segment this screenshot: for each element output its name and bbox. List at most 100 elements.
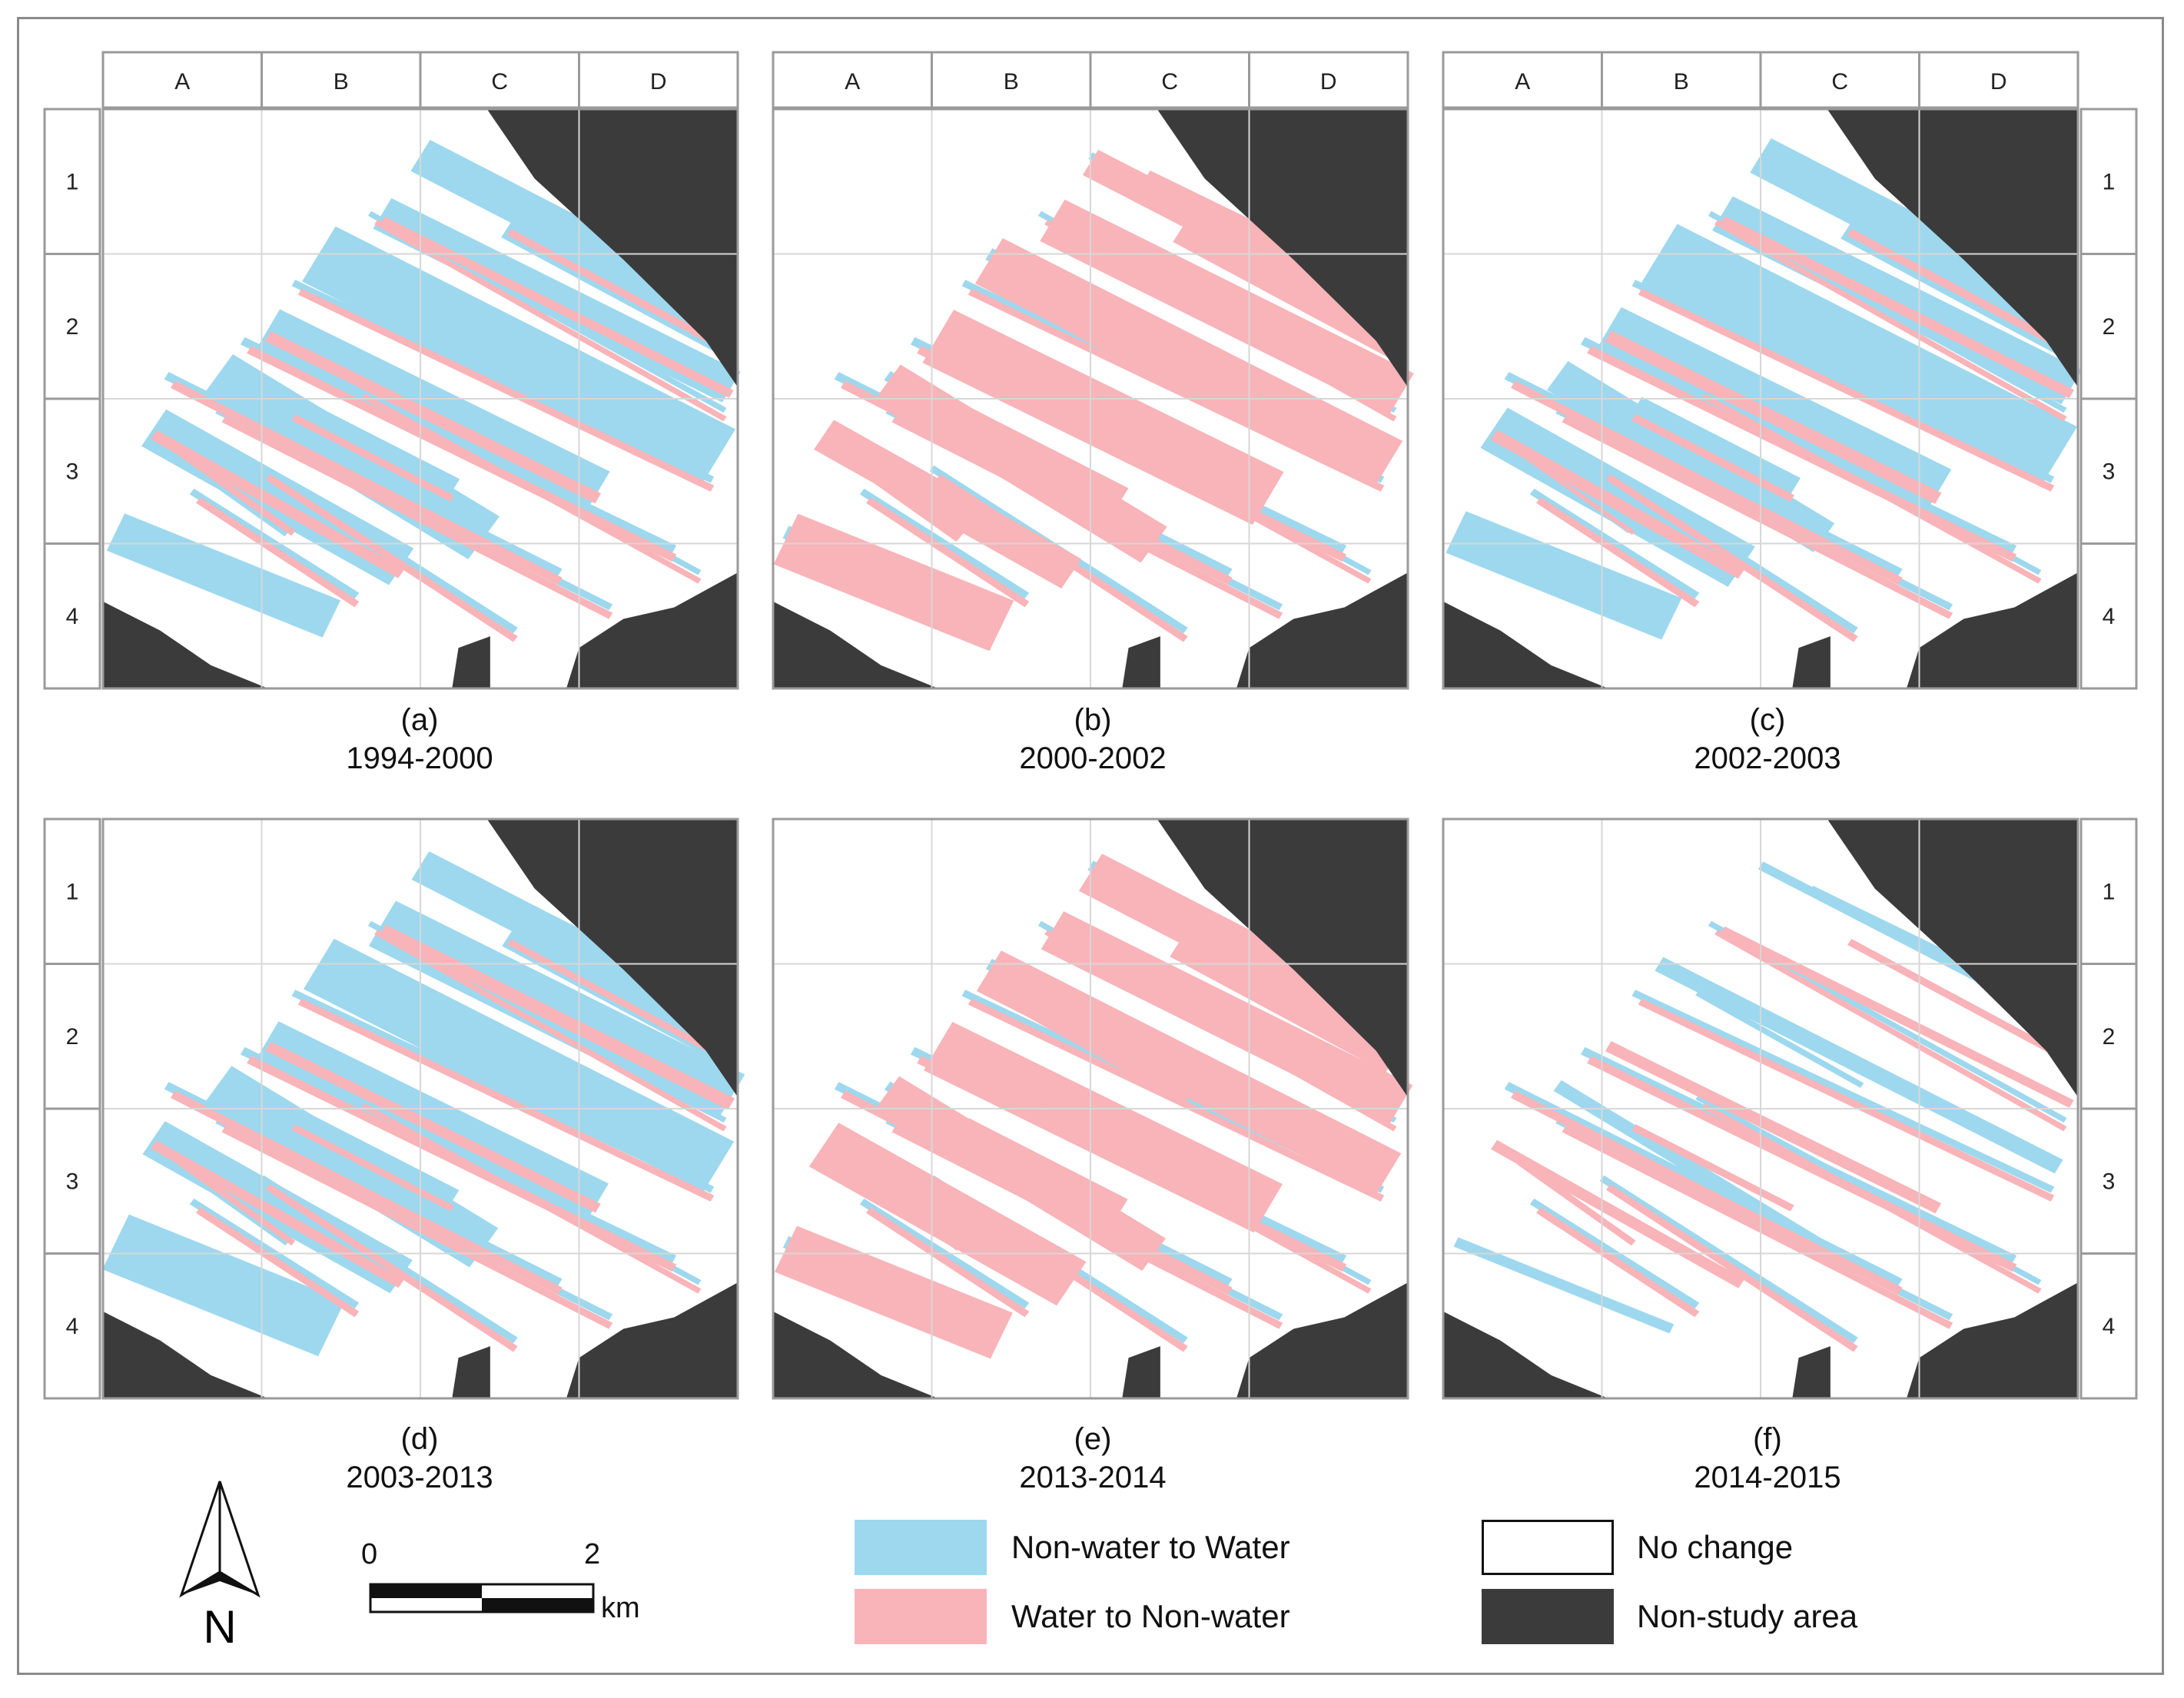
caption-e-letter: (e) — [1074, 1422, 1112, 1456]
water-loss-line — [1714, 219, 2067, 422]
figure-frame — [17, 17, 2164, 1675]
water-gain-patch — [106, 513, 341, 638]
legend-swatch-loss — [855, 1589, 987, 1644]
water-loss-line — [1510, 1090, 1903, 1295]
water-loss-patch — [1132, 170, 1341, 294]
water-loss-line — [1714, 929, 2067, 1132]
non-study-area — [486, 819, 738, 1097]
map-area: A B C D 1 2 3 4 — [1442, 51, 2138, 690]
water-loss-patch — [841, 443, 971, 542]
water-loss-line — [374, 929, 727, 1132]
water-loss-line — [196, 1207, 360, 1318]
map-border — [772, 108, 1409, 690]
caption-a: (a) 1994-2000 — [97, 701, 742, 778]
caption-f-letter: (f) — [1753, 1422, 1782, 1456]
water-loss-patch — [1490, 429, 1745, 579]
water-loss-line — [1044, 219, 1397, 422]
map-area: 1 2 3 4 — [1442, 817, 2138, 1400]
column-label: A — [1515, 69, 1530, 95]
water-gain-patch — [102, 1214, 345, 1357]
legend-label-loss: Water to Non-water — [1011, 1598, 1290, 1634]
caption-b-period: 2000-2002 — [1019, 741, 1167, 775]
non-study-area — [103, 601, 268, 688]
water-loss-patch — [976, 950, 1402, 1194]
caption-d-period: 2003-2013 — [346, 1461, 493, 1494]
water-loss-patch — [924, 1021, 1283, 1233]
water-loss-line — [265, 474, 518, 642]
column-label: A — [845, 69, 860, 95]
non-study-area — [486, 109, 738, 387]
water-loss-patch — [842, 1154, 971, 1251]
water-gain-line — [1504, 1082, 1903, 1286]
water-loss-patch — [291, 1124, 454, 1212]
water-gain-patch — [1695, 990, 1864, 1089]
caption-d: (d) 2003-2013 — [97, 1420, 742, 1497]
water-loss-patch — [151, 429, 405, 579]
caption-c-letter: (c) — [1749, 703, 1786, 737]
scale-bar-graphic — [369, 1583, 595, 1613]
scale-end-label: 2 — [584, 1538, 601, 1570]
north-label: N — [203, 1601, 236, 1652]
water-gain-patch — [347, 978, 532, 1100]
water-loss-line — [935, 1184, 1188, 1352]
water-loss-patch — [151, 1140, 404, 1288]
row-header-cell — [2079, 108, 2138, 255]
caption-d-letter: (d) — [400, 1422, 439, 1456]
water-gain-line — [1504, 372, 1903, 576]
water-loss-line — [170, 1090, 563, 1295]
row-header-cell — [43, 108, 101, 255]
water-gain-patch — [302, 226, 736, 485]
column-header-cell — [1918, 51, 2079, 109]
column-label: A — [174, 69, 190, 95]
non-study-area — [1827, 109, 2078, 387]
legend-swatch-nostudy — [1482, 1589, 1614, 1644]
row-label: 1 — [66, 879, 79, 904]
water-loss-patch — [1605, 1041, 1942, 1214]
water-loss-patch — [958, 1118, 1128, 1218]
water-gain-line — [164, 1082, 563, 1286]
water-gain-line — [291, 280, 715, 483]
north-arrow: N — [171, 1475, 271, 1653]
water-loss-line — [361, 393, 702, 584]
water-loss-line — [1510, 380, 1903, 585]
change-map-c: A B C D 1 2 3 4 — [1442, 51, 2138, 690]
water-loss-line — [935, 474, 1188, 642]
map-area — [772, 817, 1413, 1400]
water-loss-patch — [1847, 938, 2068, 1061]
water-loss-line — [866, 497, 1030, 608]
non-study-area — [773, 601, 938, 688]
row-header-cell — [2079, 1107, 2138, 1255]
map-border — [1442, 108, 2079, 690]
row-label: 4 — [2103, 1314, 2116, 1339]
column-label: D — [1320, 69, 1337, 95]
scale-start-label: 0 — [361, 1538, 378, 1570]
water-gain-line — [1599, 1175, 1858, 1344]
legend-swatch-nochange — [1482, 1520, 1614, 1575]
water-loss-line — [1044, 929, 1397, 1132]
row-label: 2 — [66, 1024, 79, 1050]
water-loss-line — [374, 219, 727, 422]
non-study-area — [1792, 1346, 1831, 1398]
water-loss-patch — [177, 1159, 296, 1245]
row-header-cell — [43, 963, 101, 1110]
water-gain-patch — [1689, 271, 1870, 387]
water-loss-line — [1562, 416, 1953, 619]
non-study-area — [452, 1346, 490, 1398]
map-border — [772, 817, 1409, 1400]
column-header-cell — [578, 51, 739, 109]
water-loss-patch — [1605, 330, 1942, 504]
column-header-cell — [931, 51, 1092, 109]
row-label: 4 — [66, 1314, 79, 1339]
column-label: B — [1674, 69, 1689, 95]
water-loss-line — [221, 416, 613, 619]
water-gain-line — [1631, 280, 2055, 483]
non-study-area — [452, 636, 490, 688]
water-loss-line — [361, 1103, 702, 1294]
water-loss-line — [891, 1126, 1283, 1329]
row-header-cell — [2079, 542, 2138, 690]
water-loss-patch — [1491, 1139, 1745, 1288]
water-loss-patch — [1517, 1159, 1636, 1246]
water-loss-line — [968, 998, 1385, 1202]
water-gain-line — [1631, 990, 2055, 1193]
water-loss-line — [1536, 497, 1700, 608]
